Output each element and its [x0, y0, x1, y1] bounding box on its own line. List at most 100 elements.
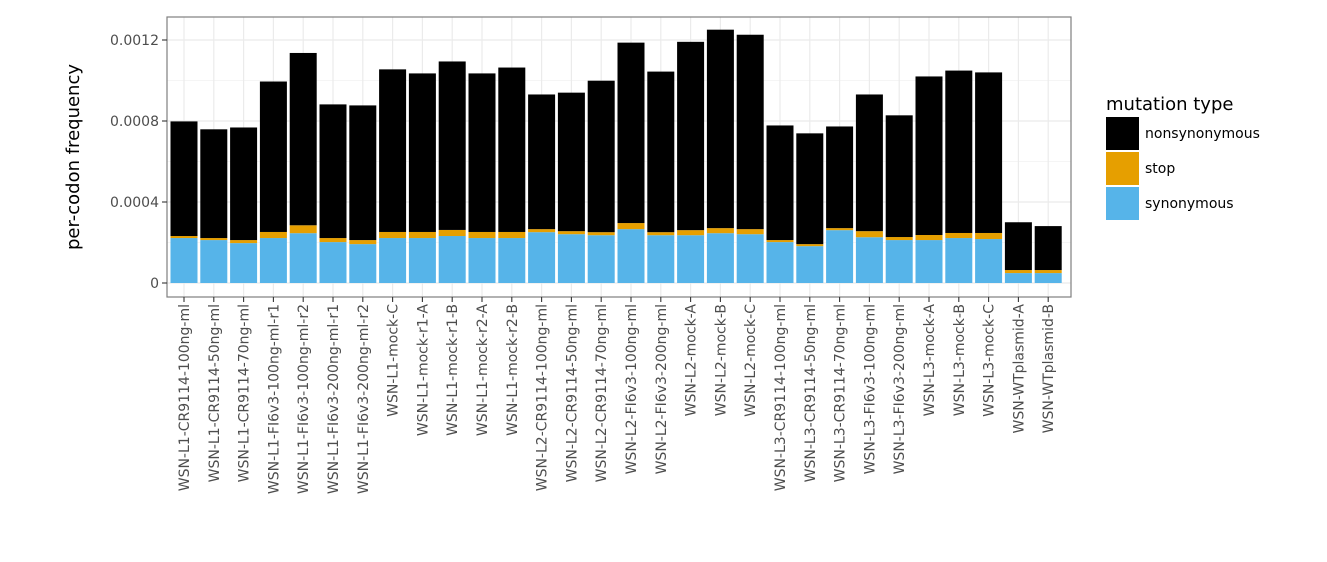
bar-nonsynonymous [349, 105, 377, 241]
legend-label-nonsynonymous: nonsynonymous [1145, 126, 1260, 142]
bar-stop [647, 232, 675, 236]
bar-synonymous [557, 234, 585, 283]
bar-stop [617, 223, 645, 230]
x-tick-label: WSN-L2-CR9114-70ng-ml [594, 304, 610, 482]
bar-synonymous [498, 238, 526, 283]
bar-nonsynonymous [617, 42, 645, 224]
x-tick-label: WSN-L2-mock-A [684, 304, 700, 417]
bar-synonymous [796, 246, 824, 283]
bar-nonsynonymous [945, 70, 973, 233]
x-tick-label: WSN-L3-CR9114-70ng-ml [833, 304, 849, 482]
bar-synonymous [855, 237, 883, 283]
x-tick-label: WSN-L1-FI6v3-100ng-ml-r1 [266, 304, 282, 494]
bar-nonsynonymous [230, 127, 258, 241]
x-tick-label: WSN-L3-mock-A [922, 304, 938, 417]
y-tick-label: 0.0004 [110, 195, 159, 211]
x-tick-label: WSN-L3-CR9114-50ng-ml [803, 304, 819, 482]
bar-stop [349, 240, 377, 245]
bar-nonsynonymous [766, 125, 794, 241]
bar-nonsynonymous [587, 80, 615, 233]
bar-nonsynonymous [498, 67, 526, 232]
bar-stop [557, 231, 585, 235]
bar-stop [855, 231, 883, 238]
x-tick-label: WSN-L3-mock-B [952, 304, 968, 416]
bar-nonsynonymous [170, 121, 198, 237]
legend-title: mutation type [1106, 94, 1233, 115]
x-tick-label: WSN-L1-mock-r2-B [505, 304, 521, 436]
bar-stop [170, 236, 198, 239]
bar-synonymous [766, 242, 794, 283]
bar-synonymous [259, 238, 287, 283]
x-tick-label: WSN-L3-FI6v3-100ng-ml [862, 304, 878, 474]
bar-synonymous [170, 238, 198, 283]
x-tick-label: WSN-L3-FI6v3-200ng-ml [892, 304, 908, 474]
bar-synonymous [528, 232, 556, 283]
x-tick-label: WSN-L2-CR9114-50ng-ml [564, 304, 580, 482]
y-axis: 0 0.0004 0.0008 0.0012 [110, 33, 167, 292]
bar-stop [677, 230, 705, 236]
bar-nonsynonymous [408, 73, 436, 232]
bar-nonsynonymous [1004, 222, 1032, 271]
x-tick-label: WSN-L1-mock-r1-B [445, 304, 461, 436]
x-tick-label: WSN-L1-mock-C [386, 304, 402, 417]
bar-nonsynonymous [677, 41, 705, 231]
bar-stop [587, 232, 615, 236]
bar-stop [319, 238, 347, 243]
panel-border [166, 16, 1072, 298]
legend-key-synonymous [1106, 187, 1139, 220]
legend-key-stop [1106, 152, 1139, 185]
bar-nonsynonymous [557, 92, 585, 232]
bar-nonsynonymous [259, 81, 287, 232]
bars [170, 29, 1062, 283]
x-axis: WSN-L1-CR9114-100ng-ml WSN-L1-CR9114-50ng… [177, 297, 1057, 494]
x-tick-label: WSN-L3-mock-C [982, 304, 998, 417]
y-tick-label: 0.0012 [110, 33, 159, 49]
bar-synonymous [587, 235, 615, 283]
x-tick-label: WSN-L1-FI6v3-200ng-ml-r2 [356, 304, 372, 494]
bar-nonsynonymous [855, 94, 883, 232]
y-axis-title: per-codon frequency [63, 64, 84, 250]
bar-stop [826, 228, 854, 231]
bar-nonsynonymous [438, 61, 466, 230]
x-tick-label: WSN-L1-CR9114-70ng-ml [237, 304, 253, 482]
bar-synonymous [885, 240, 913, 283]
legend-label-synonymous: synonymous [1145, 196, 1234, 212]
bar-stop [945, 232, 973, 239]
bar-nonsynonymous [915, 76, 943, 236]
legend: mutation type nonsynonymous stop synonymou… [1106, 94, 1260, 220]
bar-nonsynonymous [885, 115, 913, 238]
bar-nonsynonymous [379, 69, 407, 232]
bar-synonymous [826, 230, 854, 283]
bar-stop [468, 231, 496, 239]
bar-nonsynonymous [826, 126, 854, 229]
bar-stop [796, 244, 824, 247]
x-tick-label: WSN-L1-CR9114-50ng-ml [207, 304, 223, 482]
bar-nonsynonymous [1034, 226, 1062, 271]
bar-stop [736, 229, 764, 235]
bar-nonsynonymous [706, 29, 734, 229]
x-tick-label: WSN-L2-mock-C [743, 304, 759, 417]
bar-synonymous [200, 240, 228, 283]
bar-stop [528, 229, 556, 233]
bar-nonsynonymous [528, 94, 556, 230]
bar-stop [259, 231, 287, 239]
bar-stop [706, 228, 734, 234]
bar-synonymous [408, 238, 436, 283]
bar-synonymous [617, 229, 645, 283]
bar-stop [408, 231, 436, 239]
x-tick-label: WSN-WTplasmid-B [1041, 304, 1057, 433]
x-tick-label: WSN-L1-FI6v3-100ng-ml-r2 [296, 304, 312, 494]
bar-nonsynonymous [468, 73, 496, 232]
legend-key-nonsynonymous [1106, 117, 1139, 150]
x-tick-label: WSN-L1-mock-r1-A [415, 304, 431, 436]
y-tick-label: 0 [150, 276, 159, 292]
bar-synonymous [230, 243, 258, 283]
x-tick-label: WSN-L2-FI6v3-200ng-ml [654, 304, 670, 474]
bar-synonymous [1034, 273, 1062, 283]
bar-synonymous [736, 234, 764, 283]
bar-stop [289, 225, 317, 234]
bar-stop [438, 229, 466, 237]
x-tick-label: WSN-L2-CR9114-100ng-ml [535, 304, 551, 491]
x-tick-label: WSN-L2-FI6v3-100ng-ml [624, 304, 640, 474]
